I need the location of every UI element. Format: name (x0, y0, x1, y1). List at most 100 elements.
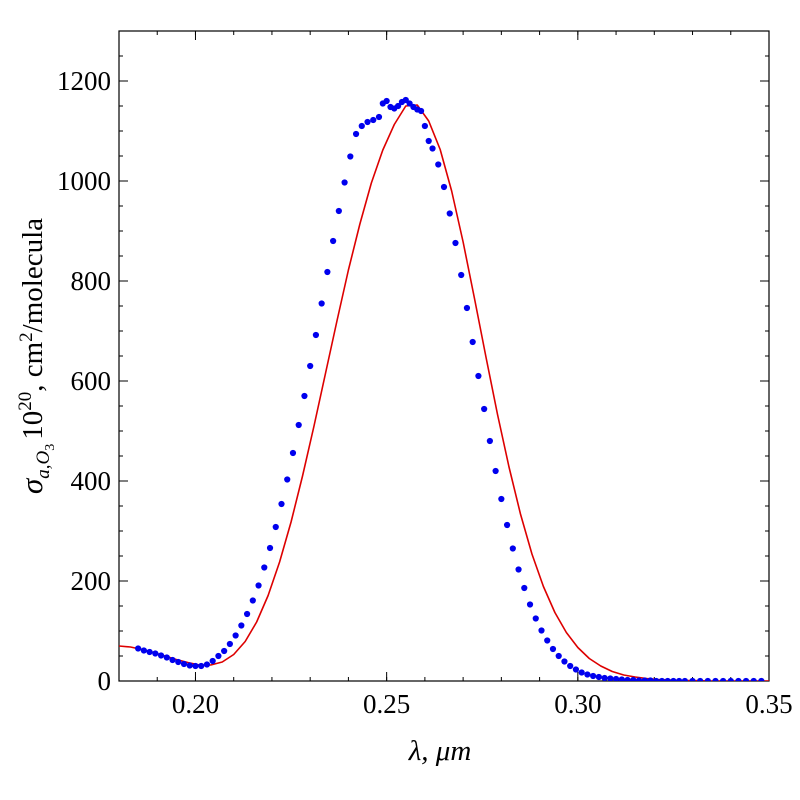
data-point (486, 437, 493, 445)
data-point (198, 662, 205, 670)
data-point (526, 601, 534, 608)
data-point (463, 304, 471, 312)
data-point (157, 652, 165, 659)
y-label-subsubscript: 3 (43, 444, 58, 451)
data-point (330, 237, 337, 245)
y-label-units-prefix: , cm (17, 341, 49, 391)
data-point (742, 677, 750, 681)
y-tick-label: 800 (71, 266, 112, 296)
data-point (584, 671, 591, 678)
data-point (498, 495, 505, 503)
y-label-factor-exp: 20 (15, 392, 36, 411)
data-point (261, 564, 268, 571)
data-point (135, 645, 142, 652)
plot-frame (118, 30, 770, 682)
data-point (301, 392, 308, 400)
data-point (429, 145, 436, 152)
data-point (607, 675, 614, 681)
data-point (641, 677, 648, 681)
data-point (395, 102, 402, 110)
data-point (255, 582, 262, 589)
data-point (481, 405, 488, 413)
data-point (612, 675, 620, 681)
axis-ticks (118, 30, 770, 682)
data-point (435, 161, 442, 168)
x-axis-label: λ, μm (408, 735, 472, 767)
data-point (653, 677, 660, 681)
data-point (249, 597, 256, 604)
data-point (635, 677, 643, 681)
data-point (578, 669, 585, 676)
data-point (704, 677, 711, 681)
data-point (169, 656, 176, 664)
data-point (469, 338, 476, 346)
data-point (364, 118, 371, 126)
data-point (758, 677, 765, 681)
data-point (186, 662, 193, 669)
data-point (203, 661, 211, 668)
data-point (243, 610, 251, 618)
y-label-subscript: a,O (33, 450, 54, 478)
data-point (417, 107, 425, 115)
data-point (440, 183, 448, 191)
y-label-units-exp: 2 (16, 332, 37, 342)
data-point (209, 657, 216, 665)
data-point (676, 677, 683, 681)
data-point (358, 122, 365, 130)
data-point (521, 584, 528, 592)
y-label-units-suffix: /molecula (17, 218, 49, 332)
x-tick-label: 0.30 (554, 689, 601, 719)
data-point (232, 632, 239, 639)
data-point (538, 627, 545, 634)
data-point (544, 637, 551, 644)
data-point (590, 672, 597, 680)
y-tick-label: 1200 (57, 66, 111, 96)
data-point (152, 650, 159, 657)
data-point (163, 654, 170, 661)
data-point (383, 97, 390, 105)
data-point (266, 544, 274, 552)
data-point (284, 476, 291, 483)
data-point (697, 677, 704, 681)
fit-curve-line (119, 104, 769, 681)
y-tick-label: 200 (71, 566, 112, 596)
data-point (735, 677, 742, 681)
data-point (318, 300, 325, 307)
data-point (750, 677, 757, 681)
data-point (341, 179, 348, 186)
data-point (140, 647, 147, 654)
data-point (295, 421, 302, 429)
data-point (689, 677, 696, 681)
data-point (561, 658, 568, 665)
y-tick-label: 0 (98, 666, 112, 696)
axis-tick-labels: 0.20 0.25 0.30 0.35 0 200 400 600 800 1000 1200 (57, 66, 793, 719)
y-label-factor-base: 10 (17, 411, 49, 440)
data-point (549, 645, 557, 653)
data-point (572, 666, 580, 673)
data-point (278, 500, 285, 508)
data-point (630, 676, 637, 681)
data-point (192, 662, 199, 670)
y-label-symbol: σ (14, 477, 49, 494)
data-point (272, 523, 279, 531)
data-point (421, 122, 428, 130)
data-point (595, 673, 602, 681)
data-point (347, 153, 354, 160)
data-point (226, 640, 233, 648)
data-point (335, 207, 342, 215)
data-point (712, 677, 719, 681)
data-point (670, 677, 677, 681)
data-point (352, 130, 360, 138)
x-tick-label: 0.20 (172, 689, 219, 719)
data-point (458, 271, 465, 279)
data-point (307, 362, 314, 370)
data-point (567, 662, 574, 670)
x-tick-label: 0.25 (363, 689, 410, 719)
data-point (238, 622, 245, 629)
data-point (681, 677, 688, 681)
x-tick-label: 0.35 (745, 689, 792, 719)
data-point (324, 268, 331, 276)
data-point (555, 652, 562, 660)
data-point (727, 677, 734, 681)
